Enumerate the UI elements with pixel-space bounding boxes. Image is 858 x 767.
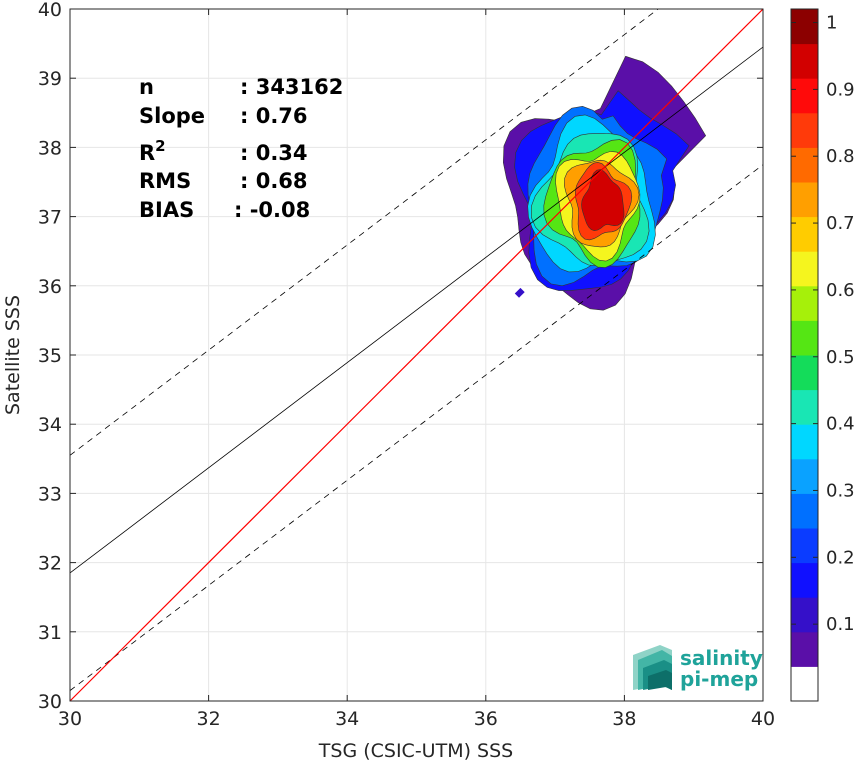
stat-value: : 0.76 (240, 104, 308, 128)
colorbar-swatch (791, 285, 818, 321)
y-tick-label: 30 (38, 691, 62, 713)
statistics-box: n : 343162 Slope : 0.76 R2 : 0.34 RMS : 0.68 BIA… (139, 75, 343, 222)
x-tick-label: 36 (474, 708, 498, 730)
fit-upper-dashed-line (69, 8, 659, 456)
y-tick-label: 34 (38, 414, 62, 436)
identity-line (69, 8, 764, 702)
colorbar-tick-label: 0.5 (826, 347, 855, 368)
colorbar-tick-label: 0.4 (826, 414, 855, 435)
fit-lower-dashed-line (69, 164, 764, 691)
colorbar-tick-label: 1 (826, 13, 837, 34)
x-tick-label: 38 (612, 708, 636, 730)
colorbar-frame (790, 8, 819, 702)
colorbar-swatch (791, 458, 818, 494)
colorbar-swatch (791, 424, 818, 460)
x-axis-ticks: 30 32 34 36 38 40 (58, 9, 775, 730)
colorbar-swatch (791, 528, 818, 564)
y-tick-label: 32 (38, 553, 62, 575)
salinity-pimep-logo: salinity pi-mep (633, 645, 763, 691)
colorbar-swatch (791, 147, 818, 183)
x-axis-label: TSG (CSIC-UTM) SSS (318, 740, 513, 762)
colorbar-swatch (791, 355, 818, 391)
colorbar-swatch (791, 320, 818, 356)
stat-value: : 343162 (240, 75, 343, 99)
contour-level-10 (581, 169, 625, 232)
colorbar-swatch (791, 562, 818, 598)
density-contours (502, 55, 707, 311)
y-axis-label: Satellite SSS (2, 295, 24, 415)
colorbar-tick-label: 0.2 (826, 547, 855, 568)
y-axis-ticks: 30 31 32 33 34 35 36 37 38 39 40 (38, 0, 763, 713)
x-tick-label: 32 (197, 708, 221, 730)
logo-wave-icon (633, 645, 672, 690)
colorbar-tick-label: 0.9 (826, 79, 855, 100)
colorbar-swatch (791, 493, 818, 529)
colorbar: 0.1 0.2 0.3 0.4 0.5 0.6 0.7 0.8 0.9 1 (790, 8, 855, 702)
stat-label: n (139, 75, 154, 99)
fit-line (69, 46, 764, 574)
colorbar-swatch (791, 78, 818, 114)
x-tick-label: 30 (58, 708, 82, 730)
colorbar-swatch (791, 666, 818, 702)
colorbar-swatch (791, 43, 818, 79)
colorbar-swatch (791, 631, 818, 667)
colorbar-swatch (791, 597, 818, 633)
stat-label: BIAS (139, 198, 194, 222)
colorbar-swatch (791, 216, 818, 252)
colorbar-swatch (791, 112, 818, 148)
colorbar-tick-label: 0.8 (826, 146, 855, 167)
stat-superscript: 2 (155, 137, 165, 155)
reference-lines (69, 8, 764, 702)
colorbar-tick-label: 0.7 (826, 213, 855, 234)
logo-line1: salinity (680, 646, 763, 670)
stat-value: : 0.68 (240, 169, 308, 193)
colorbar-tick-label: 0.6 (826, 280, 855, 301)
colorbar-swatch (791, 389, 818, 425)
colorbar-swatch (791, 182, 818, 218)
y-tick-label: 39 (38, 68, 62, 90)
stat-label: R2 (139, 137, 166, 165)
colorbar-tick-label: 0.3 (826, 480, 855, 501)
y-tick-label: 40 (38, 0, 62, 21)
y-tick-label: 31 (38, 622, 62, 644)
stat-label: RMS (139, 169, 191, 193)
y-tick-label: 36 (38, 276, 62, 298)
outlier-blob (514, 287, 525, 298)
y-tick-label: 35 (38, 345, 62, 367)
stat-value: : -0.08 (234, 198, 310, 222)
stat-value: : 0.34 (240, 141, 308, 165)
y-tick-label: 38 (38, 137, 62, 159)
y-tick-label: 33 (38, 483, 62, 505)
colorbar-swatch (791, 251, 818, 287)
logo-line2: pi-mep (680, 667, 758, 691)
y-tick-label: 37 (38, 207, 62, 229)
colorbar-tick-label: 0.1 (826, 614, 855, 635)
x-tick-label: 34 (335, 708, 359, 730)
x-tick-label: 40 (751, 708, 775, 730)
stat-label: Slope (139, 104, 205, 128)
colorbar-swatch (791, 9, 818, 45)
